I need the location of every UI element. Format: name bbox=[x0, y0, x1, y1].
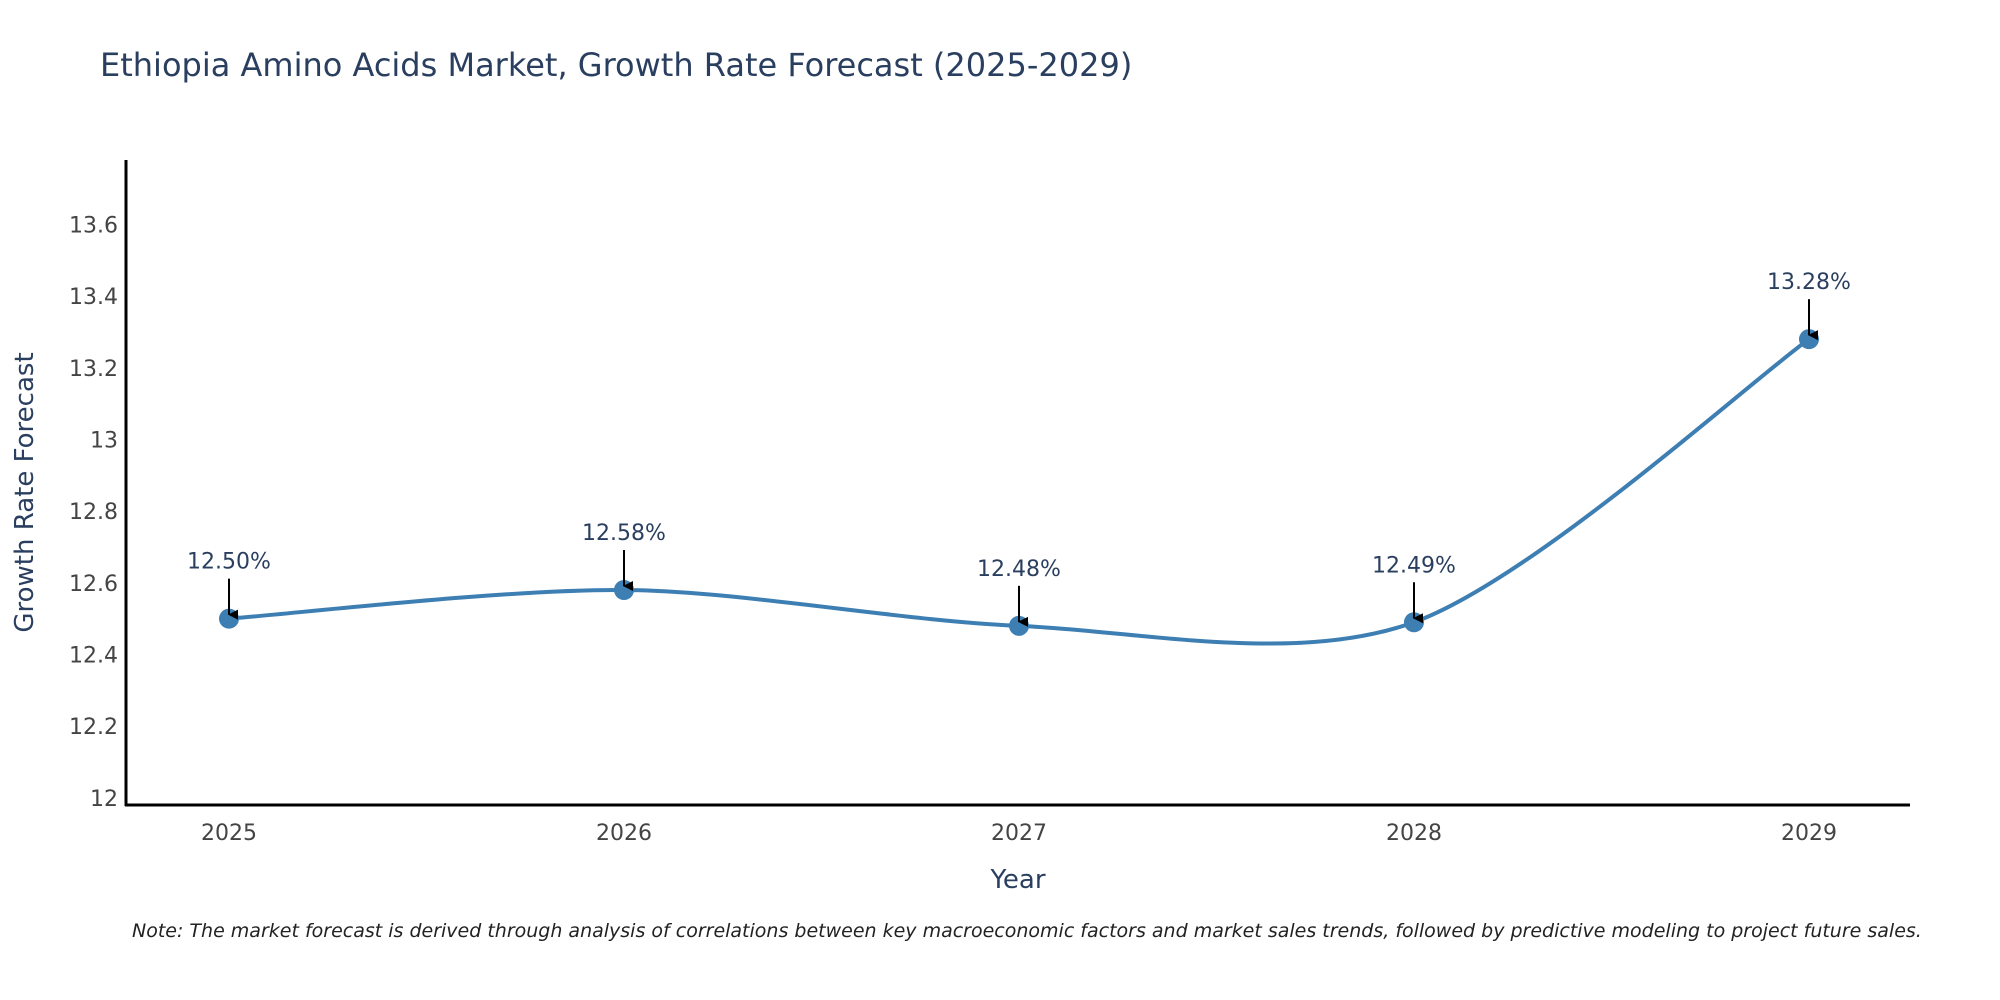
x-tick-label: 2025 bbox=[201, 821, 257, 846]
y-tick-label: 12.8 bbox=[69, 500, 118, 525]
x-tick-label: 2028 bbox=[1386, 821, 1442, 846]
data-label: 12.48% bbox=[977, 557, 1061, 582]
x-axis-title: Year bbox=[989, 865, 1045, 895]
series-line bbox=[228, 337, 1811, 646]
y-tick-label: 12 bbox=[90, 787, 118, 812]
y-axis-title: Growth Rate Forecast bbox=[10, 352, 40, 632]
data-label: 12.58% bbox=[582, 521, 666, 546]
y-tick-label: 13.4 bbox=[69, 285, 118, 310]
y-tick-label: 12.6 bbox=[69, 572, 118, 597]
y-tick-label: 13.2 bbox=[69, 357, 118, 382]
data-label: 12.49% bbox=[1372, 553, 1456, 578]
y-tick-label: 12.2 bbox=[69, 715, 118, 740]
chart-title: Ethiopia Amino Acids Market, Growth Rate… bbox=[100, 46, 1133, 84]
x-tick-label: 2026 bbox=[596, 821, 652, 846]
data-label: 13.28% bbox=[1767, 270, 1851, 295]
y-tick-label: 12.4 bbox=[69, 644, 118, 669]
annotation-layer: 12.50% 12.58% 12.48% 12.49% 13.28% bbox=[187, 270, 1851, 627]
data-label: 12.50% bbox=[187, 550, 271, 575]
chart-note: Note: The market forecast is derived thr… bbox=[132, 920, 1922, 942]
x-tick-label: 2027 bbox=[991, 821, 1047, 846]
x-tick-label: 2029 bbox=[1781, 821, 1837, 846]
chart-axes: 12 12.2 12.4 12.6 12.8 13 13.2 13.4 13.6 2025 2026… bbox=[10, 160, 1910, 895]
y-tick-label: 13.6 bbox=[69, 214, 118, 239]
y-tick-label: 13 bbox=[90, 429, 118, 454]
